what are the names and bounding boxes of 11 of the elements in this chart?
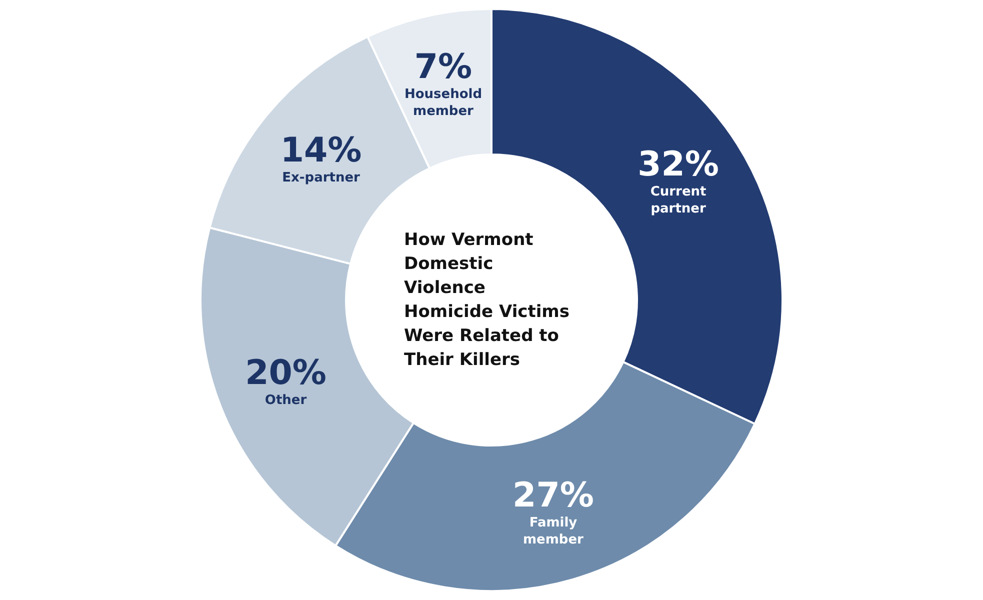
slice-label: Other: [264, 392, 308, 408]
slice-label: Ex-partner: [282, 170, 361, 186]
data-label: 14%: [280, 130, 362, 170]
data-label: 27%: [512, 475, 594, 516]
data-label: 7%: [414, 47, 472, 88]
slice-label: Household member: [404, 87, 482, 120]
data-label: 32%: [638, 144, 720, 184]
slice-label: Current partner: [650, 184, 706, 216]
data-label: 20%: [245, 352, 326, 393]
text: How Vermont Domestic Violence Homicide Victims Were Related to Their Killers: [404, 230, 576, 370]
slice-label: Family member: [523, 515, 584, 548]
